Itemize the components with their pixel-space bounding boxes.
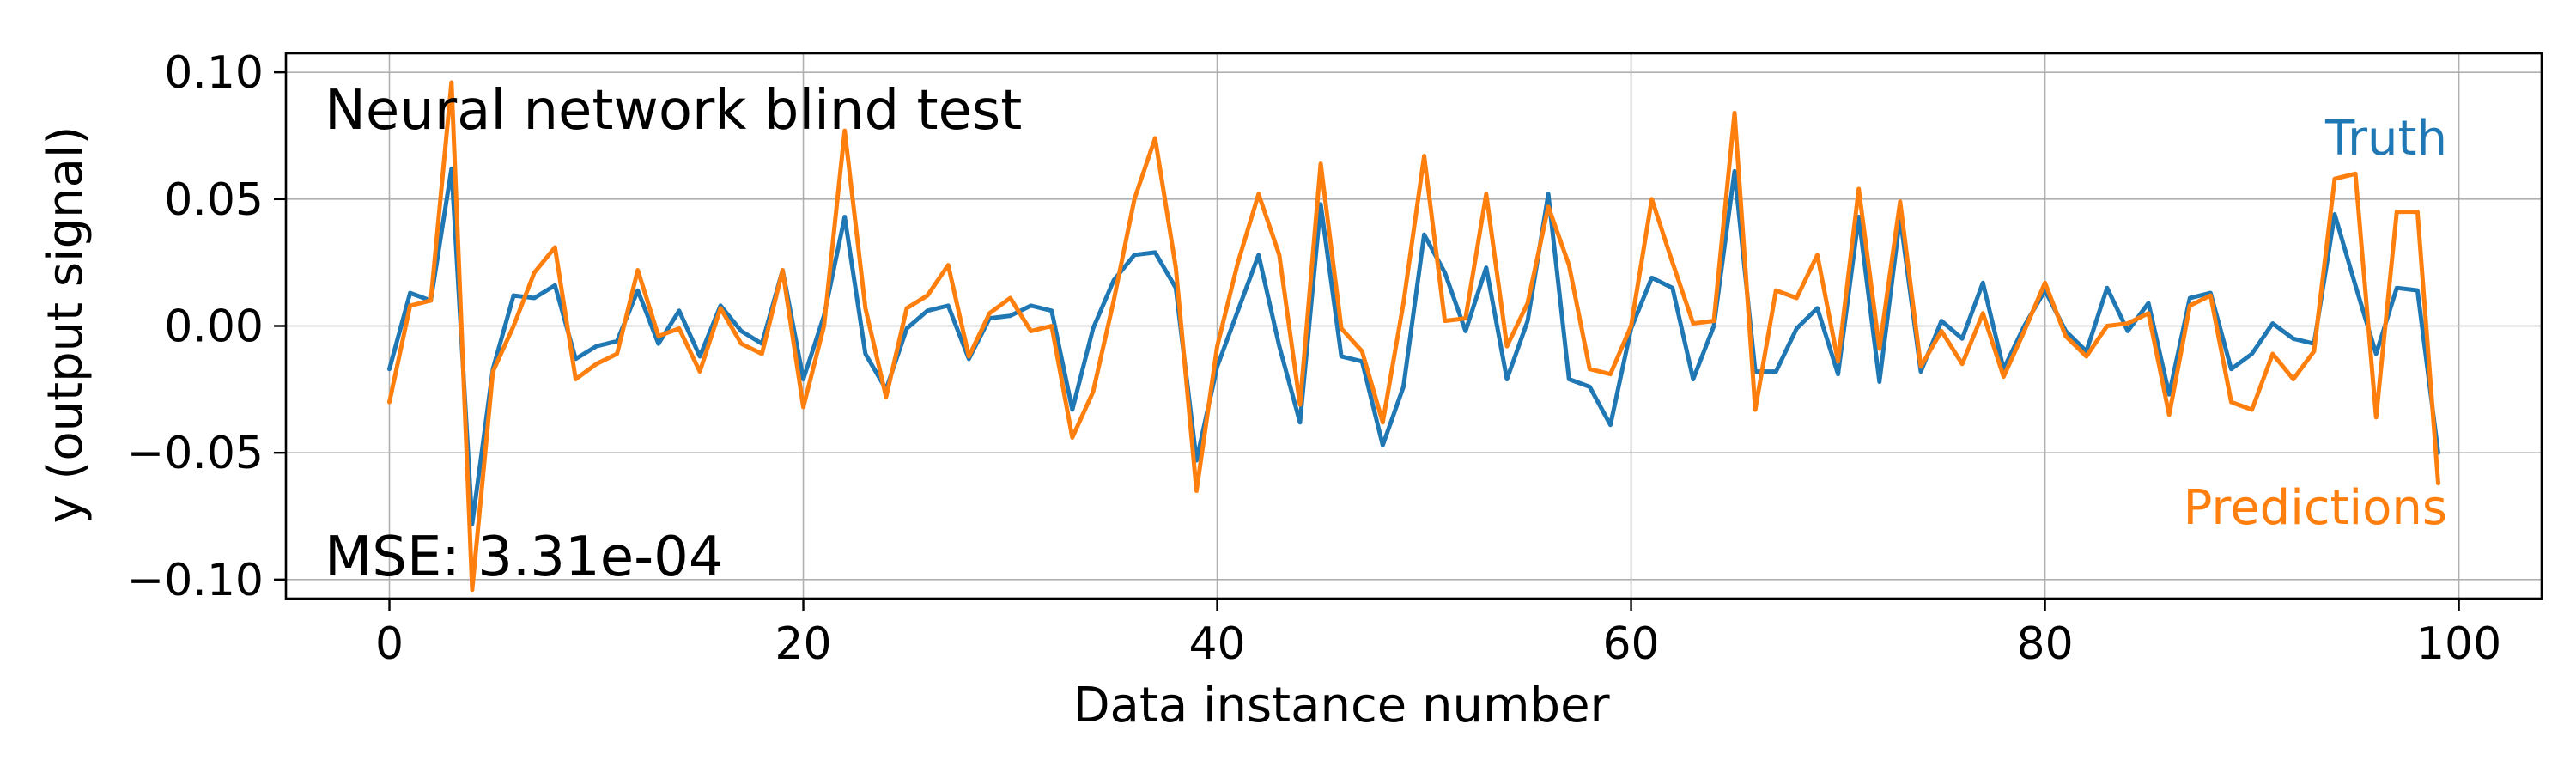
legend-entry-truth: Truth xyxy=(2324,111,2447,167)
x-tick-label: 60 xyxy=(1602,618,1659,670)
legend-entry-predictions: Predictions xyxy=(2184,480,2447,536)
series-line-truth xyxy=(387,166,2440,526)
x-tick-label: 40 xyxy=(1188,618,1245,670)
x-tick-label: 100 xyxy=(2416,618,2501,670)
mse-annotation: MSE: 3.31e-04 xyxy=(325,526,724,589)
x-tick-label: 20 xyxy=(775,618,831,670)
x-tick-label: 80 xyxy=(2016,618,2073,670)
chart-title-annotation: Neural network blind test xyxy=(325,79,1022,143)
series-lines xyxy=(387,80,2440,593)
axis-ticks: 0 20 40 60 80 100 0.10 0.05 0.00 −0.05 −0.10 xyxy=(127,47,2502,670)
y-tick-label: −0.05 xyxy=(127,428,264,479)
series-line-predictions xyxy=(387,80,2440,593)
y-tick-label: −0.10 xyxy=(127,555,264,606)
y-axis-title: y (output signal) xyxy=(38,126,94,524)
y-tick-label: 0.10 xyxy=(164,47,264,99)
x-tick-label: 0 xyxy=(375,618,404,670)
y-tick-label: 0.00 xyxy=(164,301,264,353)
y-tick-label: 0.05 xyxy=(164,174,264,226)
x-axis-title: Data instance number xyxy=(1072,678,1610,733)
